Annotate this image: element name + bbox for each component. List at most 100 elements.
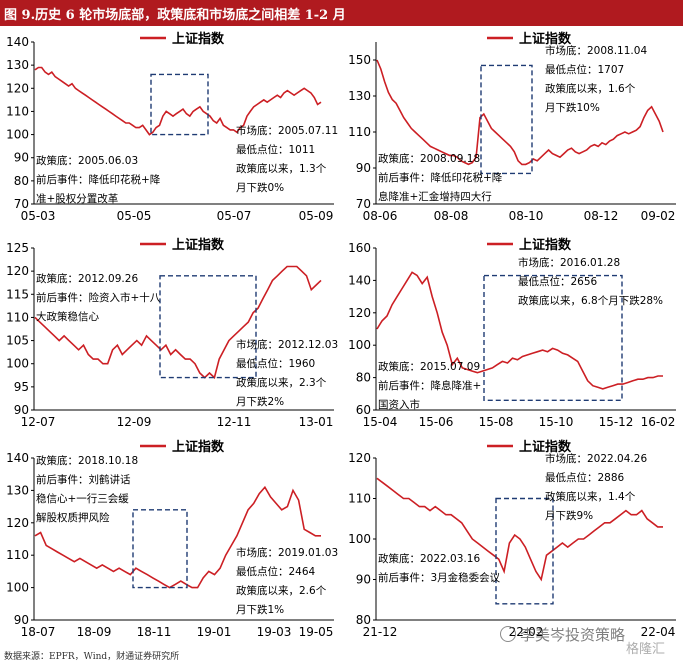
x-tick-label: 05-03 (21, 209, 56, 223)
y-tick-label: 100 (348, 532, 371, 546)
chart-panel-1: 70 80 90 100 110 120 130 140 05-03 05-05 05-07 05-0… (6, 31, 338, 223)
wechat-logo-icon (500, 626, 516, 642)
policy-annotation: 政策底：2015.07.09 (378, 360, 480, 373)
watermark-text: 李美岑投资策略 (520, 626, 626, 644)
x-tick-label: 12-09 (117, 415, 152, 429)
market-annotation: 月下跌10% (545, 101, 600, 114)
policy-bottom-box (483, 274, 623, 401)
y-tick-label: 120 (348, 306, 371, 320)
x-tick-label: 18-09 (77, 625, 112, 636)
x-tick-label: 05-09 (299, 209, 334, 223)
policy-annotation: 国资入市 (378, 398, 420, 411)
y-tick-label: 90 (14, 613, 29, 627)
market-annotation: 政策底以来，1.6个 (545, 82, 636, 95)
x-tick-label: 18-07 (21, 625, 56, 636)
x-tick-label: 08-06 (363, 209, 398, 223)
y-tick-label: 140 (6, 35, 29, 49)
y-tick-label: 90 (14, 151, 29, 165)
policy-bottom-box (495, 497, 554, 605)
y-tick-label: 125 (6, 241, 29, 255)
y-tick-label: 110 (6, 310, 29, 324)
market-annotation: 月下跌1% (236, 603, 284, 616)
policy-annotation: 前后事件：刘鹤讲话 (36, 473, 131, 486)
chart-panel-3: 90 95 100 105 110 115 120 125 12-07 12-09 12-11 13-… (6, 237, 338, 429)
policy-annotation: 政策底：2022.03.16 (378, 552, 480, 565)
policy-annotation: 稳信心+一行三会缓 (36, 492, 129, 505)
y-tick-label: 90 (14, 403, 29, 417)
market-annotation: 最低点位：2886 (545, 471, 625, 484)
policy-annotation: 政策底：2012.09.26 (36, 272, 138, 285)
x-tick-label: 08-12 (584, 209, 619, 223)
y-tick-label: 130 (6, 58, 29, 72)
legend-label: 上证指数 (172, 237, 225, 253)
policy-annotation: 准+股权分置改革 (36, 192, 118, 205)
x-tick-label: 22-04 (641, 625, 676, 636)
policy-annotation: 政策底：2008.09.18 (378, 152, 480, 165)
y-tick-label: 100 (348, 338, 371, 352)
x-tick-label: 15-04 (363, 415, 398, 429)
y-tick-label: 95 (14, 380, 29, 394)
y-tick-label: 70 (356, 197, 371, 211)
legend-label: 上证指数 (519, 237, 572, 253)
x-tick-label: 19-03 (257, 625, 292, 636)
policy-annotation: 前后事件：3月金稳委会议 (378, 571, 501, 584)
market-annotation: 月下跌0% (236, 181, 284, 194)
policy-annotation: 大政策稳信心 (36, 310, 99, 323)
y-tick-label: 115 (6, 287, 29, 301)
market-annotation: 最低点位：2656 (518, 275, 598, 288)
x-tick-label: 18-11 (137, 625, 172, 636)
policy-bottom-box (480, 64, 533, 175)
series-line (376, 271, 663, 390)
market-annotation: 市场底：2016.01.28 (518, 256, 620, 269)
market-annotation: 政策底以来，2.6个 (236, 584, 327, 597)
y-tick-label: 90 (356, 573, 371, 587)
chart-panel-6: 80 90 100 110 120 21-12 22-02 22-04 上证指数政策底：2022… (348, 439, 676, 636)
y-tick-label: 140 (348, 273, 371, 287)
y-tick-label: 80 (14, 174, 29, 188)
series-line (376, 477, 663, 582)
x-tick-label: 08-08 (434, 209, 469, 223)
figure-title: 图 9.历史 6 轮市场底部，政策底和市场底之间相差 1-2 月 (4, 8, 346, 23)
market-annotation: 月下跌9% (545, 509, 593, 522)
x-tick-label: 05-05 (117, 209, 152, 223)
x-tick-label: 22-02 (509, 625, 544, 636)
chart-panel-5: 90 100 110 120 130 140 18-07 18-09 18-11 19-01 19-… (6, 439, 338, 636)
x-tick-label: 19-01 (197, 625, 232, 636)
market-annotation: 政策底以来，1.3个 (236, 162, 327, 175)
market-annotation: 市场底：2005.07.11 (236, 124, 338, 137)
y-tick-label: 150 (348, 53, 371, 67)
y-tick-label: 70 (14, 197, 29, 211)
x-tick-label: 12-11 (217, 415, 252, 429)
policy-bottom-box (159, 275, 257, 379)
x-tick-label: 15-08 (479, 415, 514, 429)
market-annotation: 市场底：2019.01.03 (236, 546, 338, 559)
series-line (376, 59, 664, 166)
market-annotation: 月下跌2% (236, 395, 284, 408)
market-annotation: 市场底：2022.04.26 (545, 452, 647, 465)
x-tick-label: 15-12 (599, 415, 634, 429)
market-annotation: 最低点位：1011 (236, 143, 315, 156)
footer: 数据来源：EPFR，Wind，财通证券研究所 李美岑投资策略 格隆汇 (0, 626, 683, 663)
y-tick-label: 160 (348, 241, 371, 255)
market-annotation: 最低点位：1960 (236, 357, 315, 370)
y-tick-label: 110 (6, 548, 29, 562)
y-tick-label: 105 (6, 334, 29, 348)
policy-annotation: 息降准+汇金增持四大行 (378, 190, 492, 203)
watermark-secondary: 格隆汇 (626, 642, 666, 657)
market-annotation: 政策底以来，2.3个 (236, 376, 327, 389)
y-tick-label: 100 (6, 357, 29, 371)
market-annotation: 市场底：2008.11.04 (545, 44, 647, 57)
series-line (34, 265, 322, 380)
charts-area: 70 80 90 100 110 120 130 140 05-03 05-05 05-07 05-0… (6, 31, 676, 636)
figure-header: 图 9.历史 6 轮市场底部，政策底和市场底之间相差 1-2 月 (0, 0, 683, 26)
x-tick-label: 21-12 (363, 625, 398, 636)
policy-annotation: 前后事件：降息降准+ (378, 379, 481, 392)
y-tick-label: 120 (348, 451, 371, 465)
series-line (34, 66, 322, 136)
y-tick-label: 110 (348, 492, 371, 506)
y-tick-label: 80 (356, 613, 371, 627)
policy-annotation: 政策底：2005.06.03 (36, 154, 138, 167)
x-tick-label: 16-02 (641, 415, 676, 429)
legend-label: 上证指数 (172, 31, 225, 47)
policy-annotation: 前后事件：降低印花税+降 (378, 171, 503, 184)
